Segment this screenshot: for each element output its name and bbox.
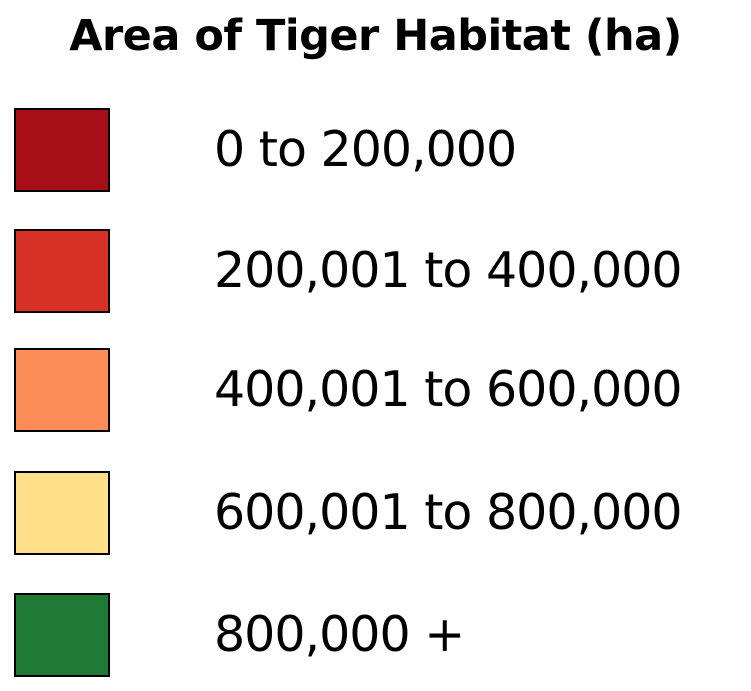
legend-item: 0 to 200,000 [14, 108, 751, 192]
legend-item-label: 200,001 to 400,000 [214, 242, 683, 299]
legend-item: 200,001 to 400,000 [14, 229, 751, 313]
legend-item-label: 0 to 200,000 [214, 121, 517, 178]
legend-swatch [14, 348, 110, 432]
legend-item-label: 600,001 to 800,000 [214, 484, 683, 541]
legend-item: 800,000 + [14, 593, 751, 677]
legend-title: Area of Tiger Habitat (ha) [69, 11, 682, 61]
legend-swatch [14, 108, 110, 192]
legend-swatch [14, 471, 110, 555]
legend-item: 400,001 to 600,000 [14, 348, 751, 432]
legend-swatch [14, 229, 110, 313]
legend-item-label: 800,000 + [214, 606, 465, 663]
legend-item-label: 400,001 to 600,000 [214, 361, 683, 418]
legend-swatch [14, 593, 110, 677]
legend-item: 600,001 to 800,000 [14, 471, 751, 555]
